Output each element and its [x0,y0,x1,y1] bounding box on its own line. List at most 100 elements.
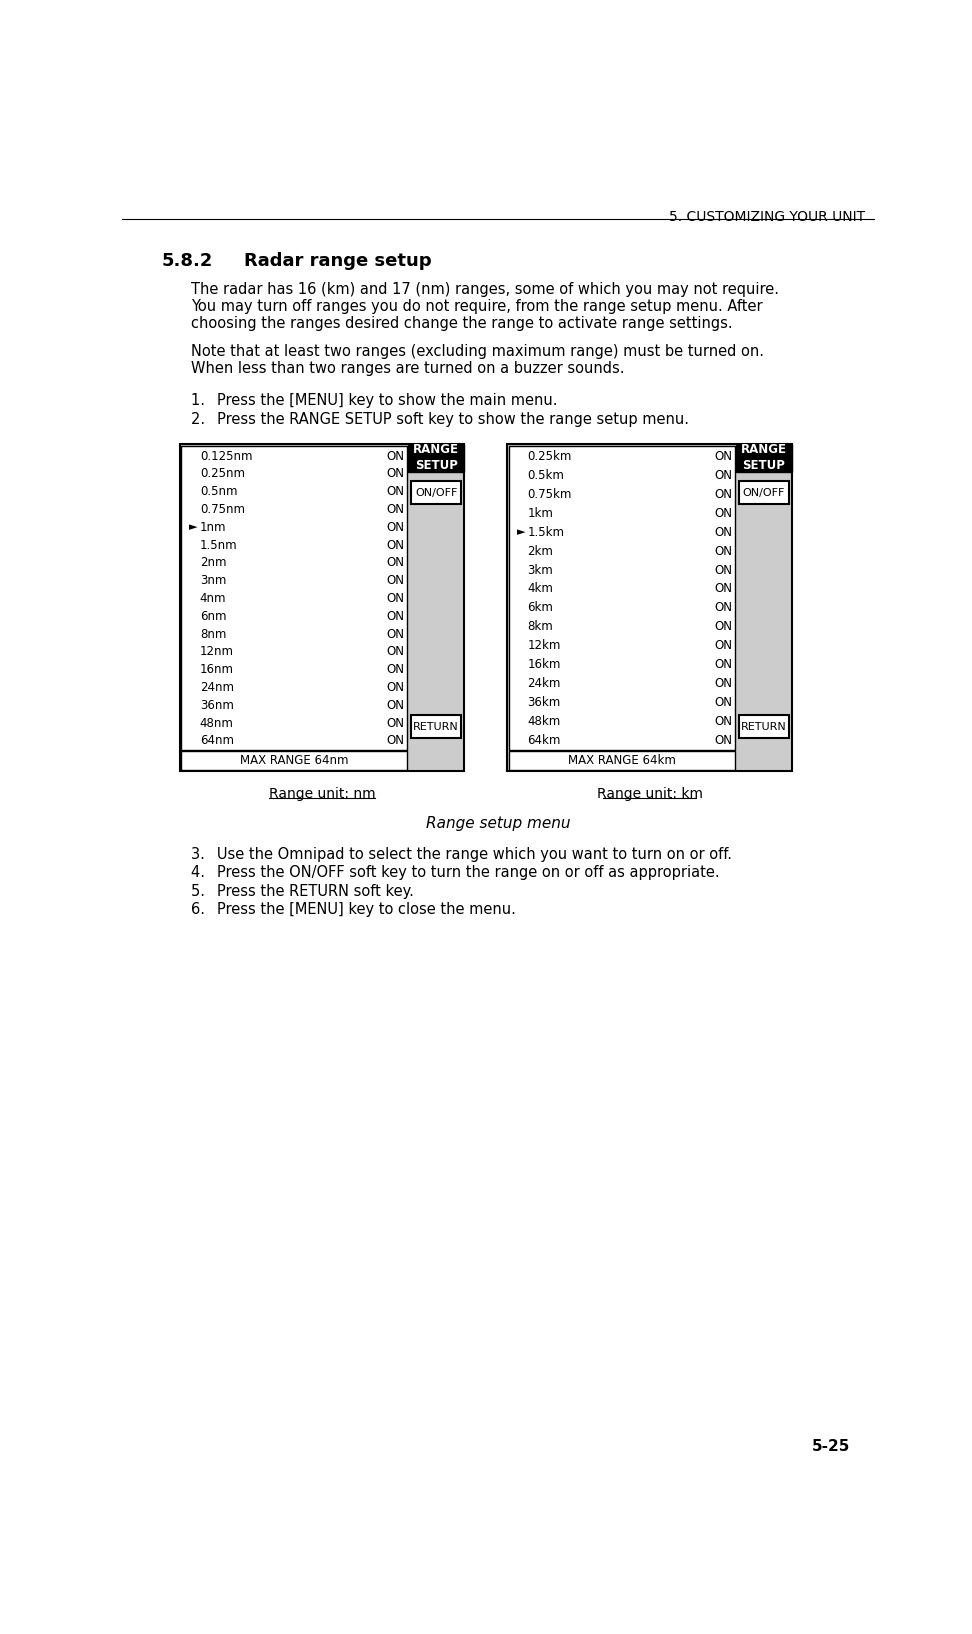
Text: ON: ON [714,469,732,482]
Text: 5.  Press the RETURN soft key.: 5. Press the RETURN soft key. [191,884,414,899]
Text: ON: ON [387,609,404,623]
Text: ON: ON [387,574,404,587]
Text: 3nm: 3nm [200,574,226,587]
Text: ON: ON [714,582,732,595]
Text: ON: ON [714,734,732,747]
Text: ON: ON [387,521,404,534]
Text: 16km: 16km [528,659,561,672]
Text: Range unit: km: Range unit: km [597,786,703,801]
Bar [408,444,464,472]
Text: 6.  Press the [MENU] key to close the menu.: 6. Press the [MENU] key to close the men… [191,902,516,917]
Text: ON: ON [714,544,732,557]
Text: RANGE
SETUP: RANGE SETUP [741,443,787,472]
Text: ON: ON [387,592,404,605]
Text: 64nm: 64nm [200,734,234,747]
Text: MAX RANGE 64km: MAX RANGE 64km [568,753,676,766]
Text: 0.75nm: 0.75nm [200,503,245,516]
Text: 4nm: 4nm [200,592,226,605]
Text: 6nm: 6nm [200,609,226,623]
Text: RETURN: RETURN [413,722,459,732]
Text: 24nm: 24nm [200,681,234,694]
Text: 8nm: 8nm [200,627,226,641]
Text: 3km: 3km [528,564,553,577]
Text: Radar range setup: Radar range setup [244,252,432,270]
Bar [181,446,406,750]
Text: RETURN: RETURN [741,722,787,732]
Text: 2km: 2km [528,544,553,557]
Text: 1.5nm: 1.5nm [200,539,237,552]
Text: choosing the ranges desired change the range to activate range settings.: choosing the ranges desired change the r… [191,317,733,332]
Text: ON: ON [714,507,732,520]
Text: 1nm: 1nm [200,521,226,534]
Text: You may turn off ranges you do not require, from the range setup menu. After: You may turn off ranges you do not requi… [191,299,763,314]
Text: 2.  Press the RANGE SETUP soft key to show the range setup menu.: 2. Press the RANGE SETUP soft key to sho… [191,412,689,426]
Text: ON/OFF: ON/OFF [743,487,785,497]
Text: ON: ON [714,564,732,577]
Text: Note that at least two ranges (excluding maximum range) must be turned on.: Note that at least two ranges (excluding… [191,343,764,359]
Text: ON: ON [387,699,404,712]
Text: MAX RANGE 64nm: MAX RANGE 64nm [240,753,348,766]
Bar [509,752,735,770]
Text: ON: ON [387,734,404,747]
Text: 4.  Press the ON/OFF soft key to turn the range on or off as appropriate.: 4. Press the ON/OFF soft key to turn the… [191,866,720,881]
Text: 5. CUSTOMIZING YOUR UNIT: 5. CUSTOMIZING YOUR UNIT [670,209,865,224]
Text: ON: ON [387,467,404,480]
Text: 3.  Use the Omnipad to select the range which you want to turn on or off.: 3. Use the Omnipad to select the range w… [191,846,732,861]
Text: 1.  Press the [MENU] key to show the main menu.: 1. Press the [MENU] key to show the main… [191,394,558,408]
Text: Range setup menu: Range setup menu [426,815,571,832]
Bar [180,444,464,771]
Text: 12nm: 12nm [200,645,234,659]
Text: 36km: 36km [528,696,561,709]
Text: 0.5km: 0.5km [528,469,565,482]
Text: ON: ON [714,676,732,690]
Text: 1km: 1km [528,507,553,520]
Text: 64km: 64km [528,734,561,747]
Text: ON: ON [714,639,732,652]
Text: ON: ON [714,449,732,462]
Text: 0.25km: 0.25km [528,449,572,462]
Text: 48km: 48km [528,714,561,727]
Text: ON: ON [387,503,404,516]
Text: 6km: 6km [528,601,553,614]
Text: ON: ON [714,696,732,709]
Text: 5.8.2: 5.8.2 [161,252,213,270]
Text: ON: ON [714,601,732,614]
Text: 0.125nm: 0.125nm [200,449,253,462]
Bar [736,444,792,472]
Text: ON: ON [387,556,404,569]
Text: ON/OFF: ON/OFF [415,487,458,497]
Text: ON: ON [387,449,404,462]
Text: ON: ON [387,485,404,498]
Text: 36nm: 36nm [200,699,233,712]
Bar [507,444,792,771]
Text: ►: ► [189,523,197,533]
Text: 5-25: 5-25 [812,1440,850,1454]
Text: 48nm: 48nm [200,717,233,729]
Text: When less than two ranges are turned on a buzzer sounds.: When less than two ranges are turned on … [191,361,625,376]
Text: ON: ON [387,681,404,694]
Bar [509,446,735,750]
Text: Range unit: nm: Range unit: nm [268,786,375,801]
Text: 12km: 12km [528,639,561,652]
Text: RANGE
SETUP: RANGE SETUP [413,443,459,472]
Bar [411,716,461,739]
Text: ON: ON [387,663,404,676]
Text: ON: ON [714,621,732,634]
Text: 4km: 4km [528,582,553,595]
Text: 16nm: 16nm [200,663,234,676]
Text: ON: ON [714,714,732,727]
Text: The radar has 16 (km) and 17 (nm) ranges, some of which you may not require.: The radar has 16 (km) and 17 (nm) ranges… [191,283,780,297]
Text: ON: ON [387,717,404,729]
Text: ON: ON [714,526,732,539]
Text: 2nm: 2nm [200,556,226,569]
Bar [739,480,788,503]
Text: 0.75km: 0.75km [528,489,572,502]
Text: 24km: 24km [528,676,561,690]
Text: 8km: 8km [528,621,553,634]
Bar [411,480,461,503]
Text: 0.5nm: 0.5nm [200,485,237,498]
Text: ON: ON [387,627,404,641]
Text: ON: ON [714,489,732,502]
Text: ON: ON [387,539,404,552]
Text: ON: ON [714,659,732,672]
